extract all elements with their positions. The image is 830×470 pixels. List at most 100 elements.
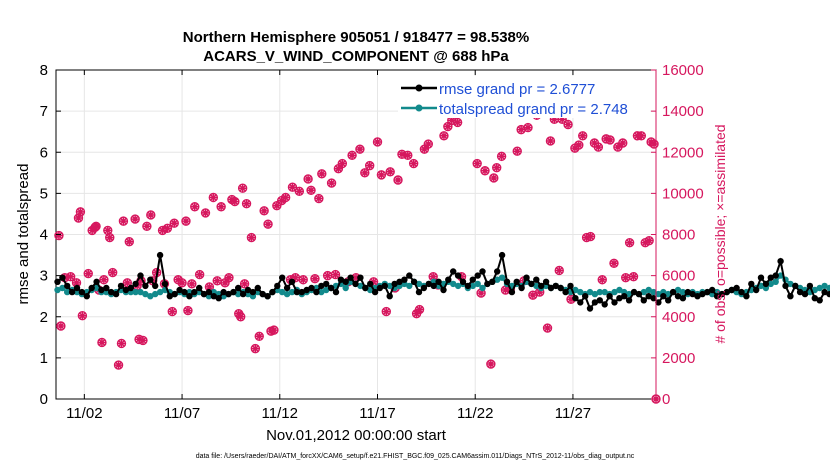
rmse-point (318, 282, 325, 290)
obs-assimilated-marker (117, 339, 126, 348)
y-left-tick-label: 7 (40, 103, 48, 120)
y-left-tick-label: 1 (40, 350, 48, 367)
totalspread-point (406, 282, 413, 290)
totalspread-point (386, 282, 393, 290)
rmse-point (611, 299, 618, 306)
rmse-point (454, 272, 462, 279)
rmse-point (401, 276, 408, 283)
rmse-point (572, 295, 579, 302)
obs-assimilated-marker (528, 290, 538, 300)
totalspread-point (640, 288, 647, 296)
rmse-point (357, 274, 364, 281)
obs-assimilated-marker (649, 139, 659, 149)
rmse-point (230, 288, 237, 296)
totalspread-point (494, 276, 501, 283)
obs-assimilated-marker (412, 309, 421, 318)
obs-assimilated-marker (369, 277, 378, 286)
rmse-point (435, 278, 442, 285)
rmse-point (801, 290, 809, 298)
totalspread-point (235, 290, 242, 298)
rmse-point (288, 278, 296, 285)
totalspread-point (821, 282, 828, 290)
obs-assimilated-marker (238, 184, 247, 193)
obs-assimilated-marker (259, 206, 269, 216)
rmse-point (171, 290, 178, 298)
obs-assimilated-marker (255, 332, 264, 341)
rmse-point (503, 278, 511, 285)
rmse-point (362, 284, 369, 292)
rmse-point (196, 284, 203, 292)
rmse-point (489, 278, 496, 285)
rmse-point (498, 251, 506, 259)
rmse-point (684, 288, 691, 296)
rmse-point (552, 282, 559, 290)
obs-assimilated-marker (347, 151, 357, 160)
rmse-point (93, 278, 100, 285)
rmse-point (176, 286, 183, 294)
rmse-point (122, 286, 130, 294)
y-right-tick-label: 14000 (662, 103, 704, 120)
rmse-point (459, 278, 467, 285)
rmse-point (792, 282, 799, 290)
rmse-point (630, 288, 638, 296)
rmse-point (513, 278, 520, 285)
rmse-point (640, 297, 647, 304)
obs-assimilated-marker (201, 208, 210, 218)
rmse-point (542, 278, 550, 285)
rmse-point (450, 268, 457, 275)
y-axis-right-label: # of obs: o=possible; ×=assimilated (712, 124, 728, 343)
rmse-point (367, 280, 374, 288)
obs-assimilated-marker (443, 122, 453, 131)
totalspread-point (137, 288, 144, 296)
obs-assimilated-marker (535, 287, 544, 297)
rmse-point (782, 282, 789, 290)
totalspread-point (469, 282, 476, 290)
rmse-point (210, 293, 217, 300)
obs-assimilated-marker (578, 131, 587, 140)
obs-assimilated-marker (91, 222, 101, 231)
rmse-point (533, 276, 540, 283)
rmse-point (508, 288, 516, 296)
rmse-point (200, 290, 208, 298)
obs-assimilated-marker (177, 278, 187, 288)
obs-assimilated-marker (480, 166, 490, 175)
obs-assimilated-marker (594, 142, 603, 152)
obs-assimilated-marker (205, 282, 214, 292)
rmse-point (279, 274, 286, 281)
totalspread-point (450, 280, 457, 288)
rmse-point (562, 288, 569, 296)
rmse-point (298, 288, 305, 296)
rmse-point (406, 272, 413, 279)
obs-assimilated-marker (314, 194, 324, 203)
obs-assimilated-marker (420, 144, 429, 154)
rmse-point (635, 290, 643, 298)
rmse-point (464, 282, 472, 290)
rmse-point (762, 280, 770, 288)
rmse-point (313, 288, 320, 296)
rmse-point (161, 280, 169, 288)
rmse-point (327, 284, 335, 292)
totalspread-point (650, 288, 657, 296)
obs-assimilated-marker (306, 186, 316, 195)
rmse-point (410, 278, 418, 285)
rmse-point (796, 288, 804, 296)
y-right-tick-label: 0 (662, 391, 670, 408)
rmse-point (567, 282, 574, 290)
rmse-point (596, 297, 603, 304)
obs-assimilated-marker (637, 131, 646, 140)
rmse-point (577, 299, 584, 306)
y-right-tick-label: 16000 (662, 62, 704, 79)
rmse-point (709, 286, 716, 294)
rmse-point (303, 286, 310, 294)
x-tick-label: 11/22 (457, 405, 493, 422)
rmse-point (757, 274, 765, 281)
totalspread-point (283, 290, 291, 298)
obs-assimilated-marker (183, 306, 193, 315)
obs-assimilated-marker (54, 231, 64, 240)
obs-assimilated-marker (377, 170, 386, 180)
totalspread-point (586, 288, 594, 296)
totalspread-point (142, 290, 149, 298)
rmse-point (474, 272, 481, 279)
legend: rmse grand pr = 2.6777 totalspread grand… (398, 76, 650, 118)
